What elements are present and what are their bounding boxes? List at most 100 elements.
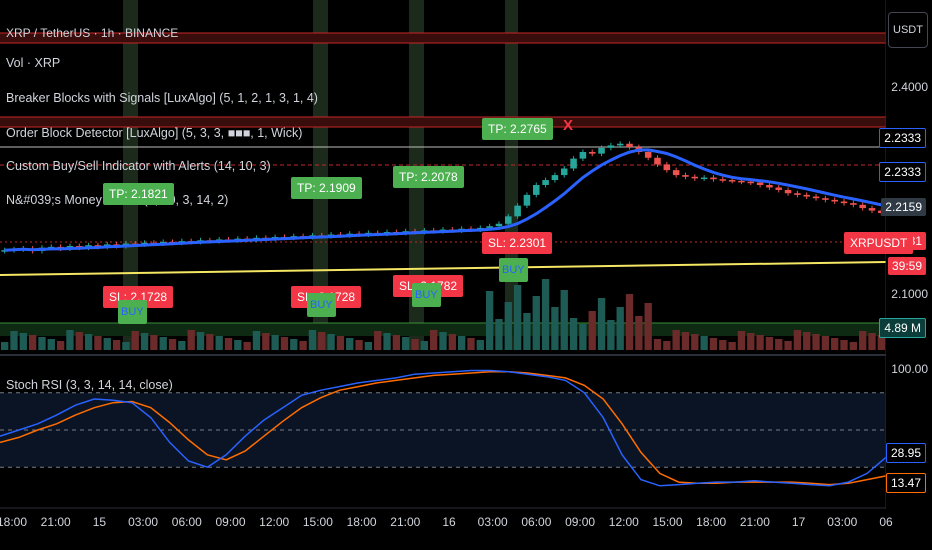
exit-marker: X xyxy=(563,117,574,134)
volume-bar xyxy=(28,335,37,350)
volume-bar xyxy=(579,324,587,350)
candle-body xyxy=(523,194,531,206)
volume-bar xyxy=(112,340,121,350)
candle-body xyxy=(840,201,848,204)
volume-bar xyxy=(10,331,18,350)
volume-bar xyxy=(47,339,55,350)
time-tick: 06:00 xyxy=(521,515,552,529)
candle-body xyxy=(738,180,745,183)
legend-volume[interactable]: Vol · XRP xyxy=(6,56,61,70)
legend-breaker-blocks[interactable]: Breaker Blocks with Signals [LuxAlgo] (5… xyxy=(6,91,318,105)
candle-body xyxy=(542,180,549,185)
time-tick: 06:00 xyxy=(171,515,202,529)
time-tick: 17 xyxy=(791,515,806,529)
candle-body xyxy=(747,181,755,184)
candle-body xyxy=(859,204,866,209)
volume-bar xyxy=(588,311,596,350)
volume-bar xyxy=(495,319,503,350)
candle-body xyxy=(626,143,633,148)
moving-average-line xyxy=(4,148,882,252)
volume-bar xyxy=(541,279,550,350)
price-label-blue: 2.2333 xyxy=(879,128,926,148)
volume-bar xyxy=(793,330,802,350)
time-tick: 21:00 xyxy=(40,515,71,529)
volume-bar xyxy=(168,339,177,350)
volume-bar xyxy=(131,331,139,350)
symbol-price-tag: XRPUSDT xyxy=(844,232,914,254)
volume-bar xyxy=(420,341,429,350)
stoch-d-label: 13.47 xyxy=(885,473,926,493)
volume-bar xyxy=(700,336,708,350)
candle-body xyxy=(654,157,661,165)
volume-bar xyxy=(206,334,214,350)
volume-bar xyxy=(663,341,671,350)
candle-body xyxy=(570,158,577,169)
volume-bar xyxy=(411,339,419,350)
volume-bar xyxy=(551,307,559,350)
volume-bar xyxy=(280,337,289,350)
legend-stoch-rsi[interactable]: Stoch RSI (3, 3, 14, 14, close) xyxy=(6,378,173,392)
candle-body xyxy=(803,194,810,197)
volume-bar xyxy=(775,339,783,350)
order-block-zone xyxy=(0,117,886,127)
volume-bar xyxy=(234,340,242,350)
candle-body xyxy=(691,176,699,179)
volume-bar xyxy=(560,290,568,350)
session-highlight xyxy=(123,0,138,350)
volume-bar xyxy=(196,332,205,350)
volume-bar xyxy=(243,342,251,350)
time-tick: 15:00 xyxy=(652,515,683,529)
stoch-tick: 100.00 xyxy=(891,362,928,376)
volume-bar xyxy=(653,339,662,350)
volume-bar xyxy=(1,342,9,350)
sl-label: SL: 2.2301 xyxy=(482,232,553,254)
candle-body xyxy=(514,205,521,217)
volume-bar xyxy=(56,341,65,350)
volume-bar xyxy=(681,332,690,350)
buy-signal: BUY xyxy=(118,300,147,324)
time-tick: 16 xyxy=(442,515,456,529)
volume-bar xyxy=(523,313,531,350)
volume-bar xyxy=(308,330,317,350)
legend-custom-buy-sell[interactable]: Custom Buy/Sell Indicator with Alerts (1… xyxy=(6,159,271,173)
volume-bar xyxy=(840,340,848,350)
time-tick: 18:00 xyxy=(0,515,28,529)
symbol-title: XRP / TetherUS · 1h · BINANCE xyxy=(6,26,179,40)
candle-body xyxy=(1,250,8,252)
order-block-zone xyxy=(0,33,886,43)
candle-body xyxy=(644,152,652,158)
currency-button[interactable]: USDT xyxy=(888,12,928,48)
volume-bar xyxy=(402,337,410,350)
volume-bar xyxy=(430,330,438,350)
candle-body xyxy=(486,226,493,228)
candle-body xyxy=(672,170,680,176)
candle-body xyxy=(822,198,829,200)
candle-body xyxy=(588,152,596,154)
candle-body xyxy=(607,145,615,148)
volume-bar xyxy=(336,336,345,350)
volume-bar xyxy=(159,337,167,350)
candle-body xyxy=(812,196,820,199)
session-highlight xyxy=(313,0,328,350)
volume-bar xyxy=(868,333,876,350)
candle-body xyxy=(719,179,727,181)
volume-bar xyxy=(849,342,858,350)
volume-bar xyxy=(84,334,93,350)
volume-bar xyxy=(262,333,270,350)
volume-bar xyxy=(122,342,130,350)
volume-bar xyxy=(737,331,746,350)
volume-bar xyxy=(616,307,624,350)
volume-bar xyxy=(215,336,223,350)
volume-bar xyxy=(765,337,774,350)
volume-bar xyxy=(607,320,615,350)
volume-bar xyxy=(75,332,83,350)
time-tick: 12:00 xyxy=(608,515,639,529)
buy-signal: BUY xyxy=(499,258,528,282)
volume-bar xyxy=(318,332,326,350)
time-tick: 18:00 xyxy=(346,515,377,529)
legend-order-block[interactable]: Order Block Detector [LuxAlgo] (5, 3, 3,… xyxy=(6,126,303,140)
volume-bar xyxy=(187,330,195,350)
time-tick: 09:00 xyxy=(215,515,246,529)
time-tick: 09:00 xyxy=(565,515,596,529)
